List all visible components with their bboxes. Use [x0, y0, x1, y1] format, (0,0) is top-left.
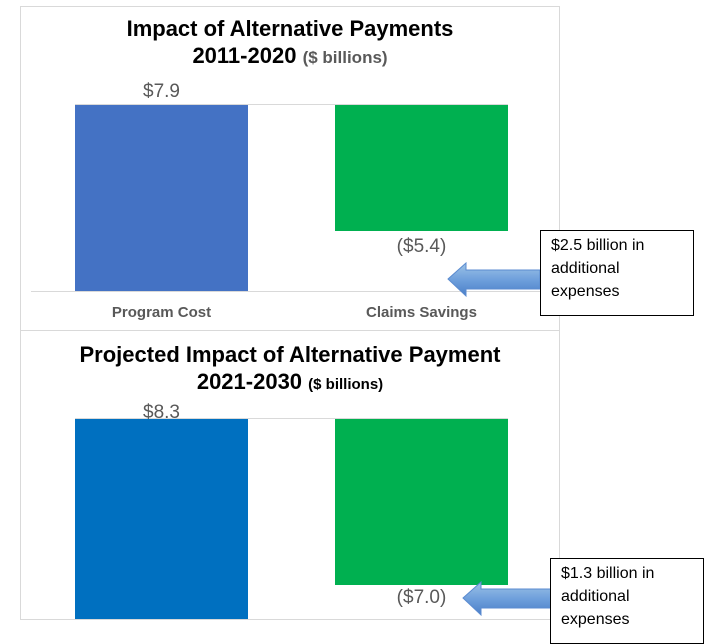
arrow-left-icon: [447, 261, 541, 298]
bar-program-cost: [75, 105, 248, 291]
zero-gridline: [75, 104, 508, 105]
chart-title-line2: 2021-2030 ($ billions): [21, 368, 559, 398]
chart-unit: ($ billions): [308, 376, 384, 393]
bar-value-label-program-cost: $7.9: [143, 81, 180, 102]
arrow-left-icon: [462, 580, 556, 617]
bar-claims-savings: [335, 105, 508, 231]
bar-value-label-claims-savings: ($5.4): [396, 236, 447, 257]
chart-title-line1: Projected Impact of Alternative Payment: [79, 342, 501, 367]
chart-panel-2011-2020: Impact of Alternative Payments 2011-2020…: [20, 6, 560, 331]
chart-panel-2021-2030: Projected Impact of Alternative Payment …: [20, 330, 560, 620]
chart-unit: ($ billions): [302, 48, 388, 67]
chart-title: Projected Impact of Alternative Payment …: [21, 341, 559, 398]
callout-additional-expenses-2021-2030: $1.3 billion in additional expenses: [550, 558, 704, 644]
bar-value-label-program-cost: $8.3: [143, 402, 180, 423]
chart-title-line2: 2011-2020 ($ billions): [21, 42, 559, 71]
chart-title: Impact of Alternative Payments 2011-2020…: [21, 15, 559, 71]
category-label-claims-savings: Claims Savings: [366, 304, 477, 321]
category-label-program-cost: Program Cost: [111, 304, 212, 321]
callout-additional-expenses-2011-2020: $2.5 billion in additional expenses: [540, 230, 694, 316]
chart-title-line1: Impact of Alternative Payments: [126, 16, 454, 41]
zero-gridline: [75, 418, 508, 419]
bar-claims-savings: [335, 419, 508, 585]
bar-program-cost: [75, 419, 248, 619]
chart-years: 2021-2030: [196, 369, 303, 394]
axis-baseline: [31, 291, 541, 292]
chart-years: 2011-2020: [192, 43, 297, 68]
